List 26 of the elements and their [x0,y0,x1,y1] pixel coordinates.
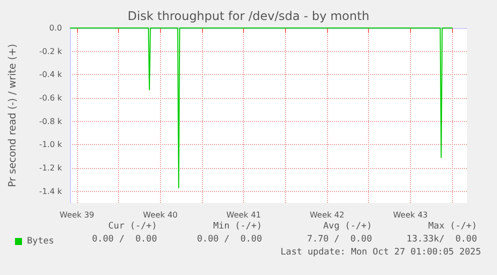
line-series [70,28,454,188]
text: 7.70 / 0.00 [306,234,372,244]
y-tick-label: -1.4 k [39,186,62,196]
text: 13.33k/ 0.00 [406,234,478,244]
text: Cur (-/+) [108,222,158,232]
text: Min (-/+) [213,222,262,232]
y-tick-label: -1.0 k [39,140,62,150]
text: 0.00 / 0.00 [92,234,158,244]
text: Max (-/+) [428,222,478,232]
legend-label: Bytes [27,236,54,246]
y-tick-label: 0.0 [49,24,62,32]
text: Avg (-/+) [323,222,372,232]
y-tick-label: -0.4 k [39,70,62,80]
y-tick-label: -1.2 k [39,164,62,172]
text: 0.00 / 0.00 [196,234,262,244]
x-tick-label: Week 40 [142,210,178,220]
y-tick-label: -0.6 k [39,94,62,102]
y-tick-label: -0.8 k [39,116,62,126]
y-tick-label: -0.2 k [39,46,62,56]
text: Last update: Mon Oct 27 01:00:05 2025 [280,248,481,258]
y-axis-title: Pr second read (-) / write (+) [8,44,18,188]
x-tick-label: Week 43 [393,210,428,220]
x-tick-label: Week 42 [310,210,344,220]
chart-title: Disk throughput for /dev/sda - by month [128,9,370,23]
x-tick-label: Week 41 [226,210,262,220]
x-tick-label: Week 39 [60,210,94,220]
